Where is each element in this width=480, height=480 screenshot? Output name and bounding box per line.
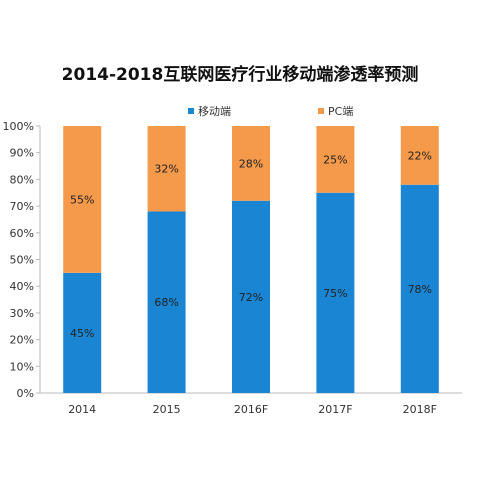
bar-mobile-2014 (63, 272, 102, 393)
bar-pc-2016F (232, 126, 270, 201)
y-tick-label: 10% (10, 360, 34, 373)
y-tick-label: 90% (10, 147, 34, 160)
bar-pc-2014 (63, 126, 102, 273)
y-tick-label: 0% (17, 387, 34, 400)
legend-swatch-mobile (188, 108, 194, 114)
chart-title: 2014-2018互联网医疗行业移动端渗透率预测 (61, 65, 419, 85)
bar-mobile-2015 (147, 211, 186, 393)
bar-mobile-2017F (316, 192, 355, 393)
bar-label-mobile-2014: 45% (70, 327, 94, 340)
y-tick-label: 40% (10, 280, 34, 293)
x-tick-label: 2014 (68, 403, 96, 416)
bar-label-pc-2018F: 22% (408, 149, 432, 162)
bar-label-pc-2016F: 28% (239, 157, 263, 170)
bar-label-mobile-2017F: 75% (323, 287, 347, 300)
y-tick-label: 30% (10, 307, 34, 320)
bar-label-pc-2017F: 25% (323, 153, 347, 166)
bar-label-pc-2014: 55% (70, 193, 94, 206)
legend-label-mobile: 移动端 (198, 105, 231, 118)
y-tick-label: 20% (10, 334, 34, 347)
legend-label-pc: PC端 (328, 105, 354, 118)
legend-item-pc: PC端 (318, 103, 353, 119)
bar-label-pc-2015: 32% (154, 163, 178, 176)
bar-mobile-2016F (232, 200, 270, 393)
y-tick-label: 60% (10, 227, 34, 240)
y-tick-label: 50% (10, 254, 34, 267)
y-tick-label: 70% (10, 200, 34, 213)
x-tick-label: 2015 (153, 403, 181, 416)
bar-label-mobile-2018F: 78% (408, 283, 432, 296)
bar-label-mobile-2016F: 72% (239, 291, 263, 304)
x-tick-label: 2017F (318, 403, 352, 416)
bar-pc-2015 (147, 126, 186, 212)
y-tick-label: 80% (10, 173, 34, 186)
x-tick-label: 2016F (234, 403, 268, 416)
bar-pc-2017F (316, 126, 355, 193)
x-tick-label: 2018F (403, 403, 437, 416)
bar-pc-2018F (400, 126, 439, 185)
legend-swatch-pc (318, 108, 324, 114)
bar-mobile-2018F (400, 184, 439, 393)
legend-item-mobile: 移动端 (188, 103, 231, 119)
y-tick-label: 100% (3, 120, 34, 133)
bar-label-mobile-2015: 68% (154, 296, 178, 309)
